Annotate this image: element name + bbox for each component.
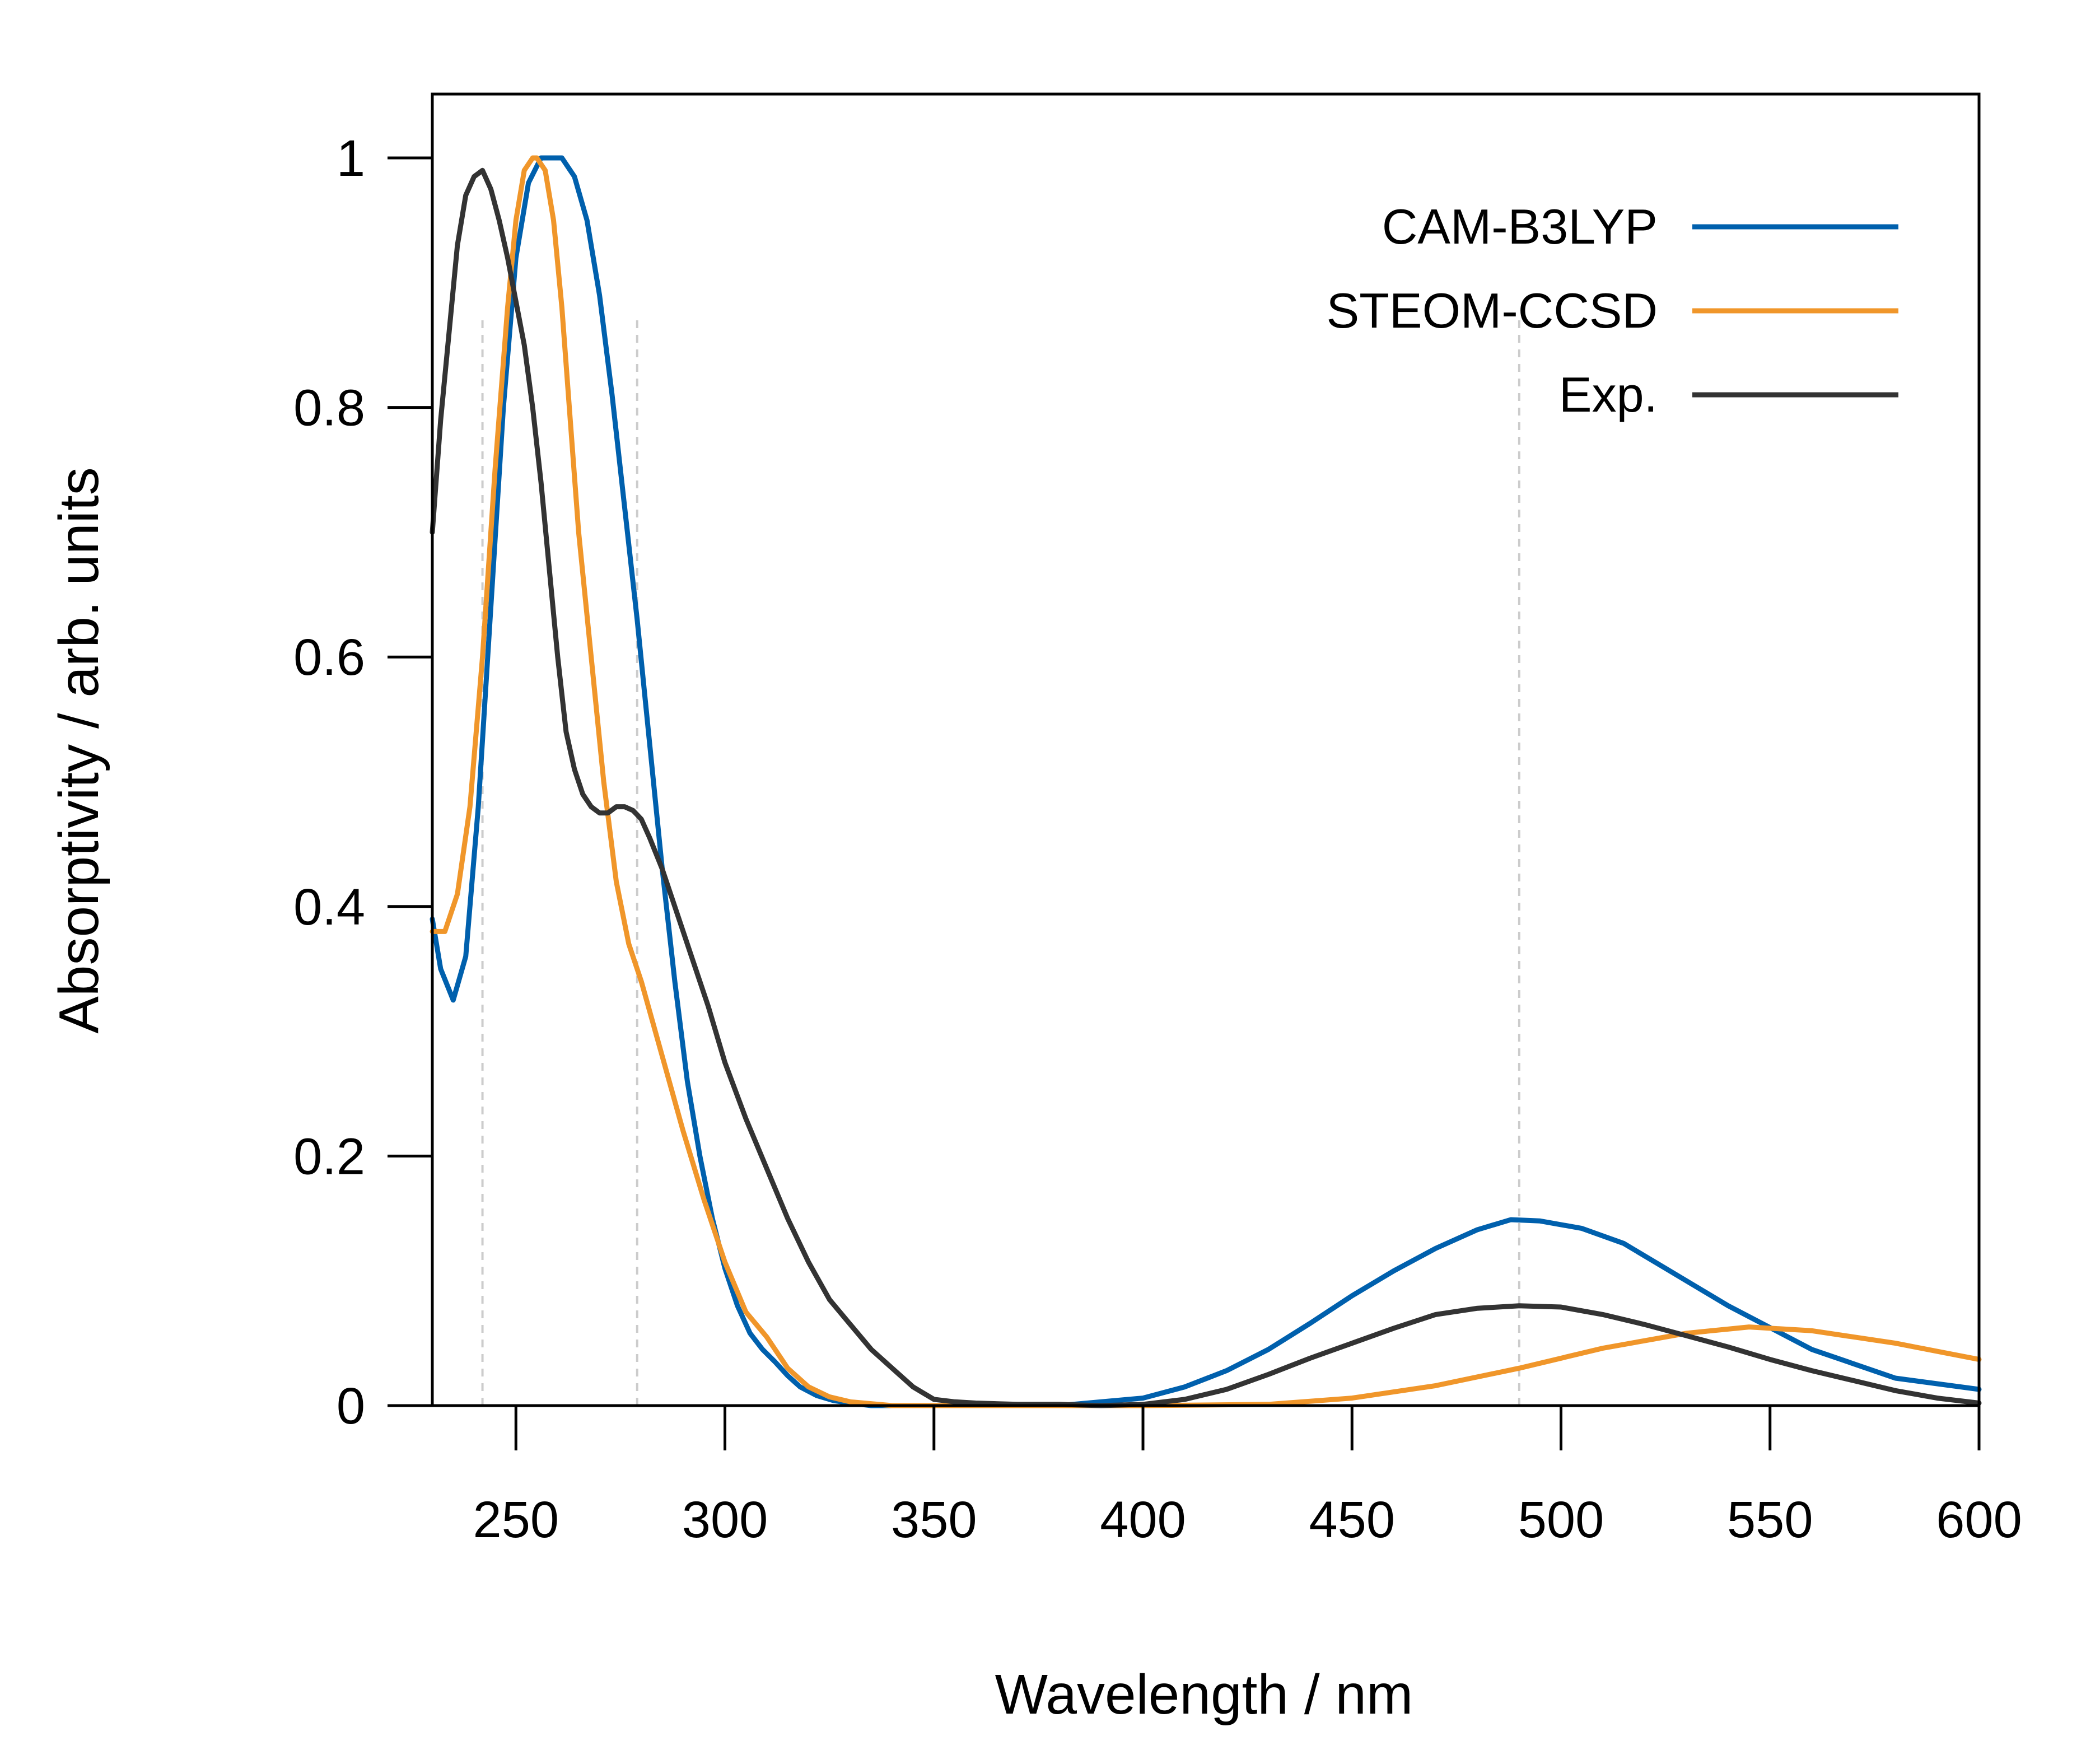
series-lines <box>430 155 1982 1408</box>
x-tick-label: 550 <box>1727 1491 1813 1548</box>
y-tick-label: 0.6 <box>293 629 365 686</box>
x-tick-label: 400 <box>1100 1491 1186 1548</box>
legend-label: CAM-B3LYP <box>1382 199 1658 254</box>
y-tick-label: 1 <box>337 130 365 187</box>
y-tick-label: 0.2 <box>293 1128 365 1185</box>
y-axis: 0 0.2 0.4 0.6 0.8 1 <box>293 130 432 1435</box>
x-tick-label: 600 <box>1936 1491 2022 1548</box>
plot-frame <box>431 92 1981 1407</box>
x-tick-label: 350 <box>891 1491 977 1548</box>
series-line-steom-ccsd <box>430 155 1982 1408</box>
x-tick-label: 500 <box>1518 1491 1604 1548</box>
legend-label: Exp. <box>1559 367 1658 422</box>
y-axis-label: Absorptivity / arb. units <box>48 467 110 1034</box>
x-axis: 250 300 350 400 450 500 550 600 <box>473 1406 2022 1548</box>
x-tick-label: 300 <box>682 1491 768 1548</box>
series-line-cam-b3lyp <box>430 155 1982 1408</box>
series-line-exp- <box>430 167 1982 1408</box>
x-tick-label: 250 <box>473 1491 559 1548</box>
y-tick-label: 0.8 <box>293 380 365 437</box>
x-axis-label: Wavelength / nm <box>995 1663 1413 1726</box>
legend-label: STEOM-CCSD <box>1326 283 1658 338</box>
y-tick-label: 0 <box>337 1378 365 1435</box>
reference-lines <box>481 318 1520 1406</box>
x-tick-label: 450 <box>1309 1491 1396 1548</box>
legend: CAM-B3LYP STEOM-CCSD Exp. <box>1326 199 1898 422</box>
y-tick-label: 0.4 <box>293 879 365 936</box>
